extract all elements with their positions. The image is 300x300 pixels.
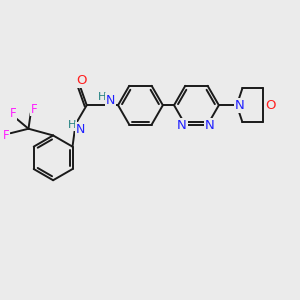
Text: H: H — [68, 120, 76, 130]
Text: N: N — [177, 119, 187, 132]
Text: O: O — [265, 99, 276, 112]
Text: N: N — [76, 123, 85, 136]
Text: N: N — [205, 119, 215, 132]
Text: N: N — [235, 99, 244, 112]
Text: H: H — [98, 92, 106, 102]
Text: F: F — [10, 107, 16, 120]
Text: O: O — [76, 74, 86, 87]
Text: F: F — [3, 129, 9, 142]
Text: N: N — [106, 94, 115, 107]
Text: F: F — [31, 103, 38, 116]
